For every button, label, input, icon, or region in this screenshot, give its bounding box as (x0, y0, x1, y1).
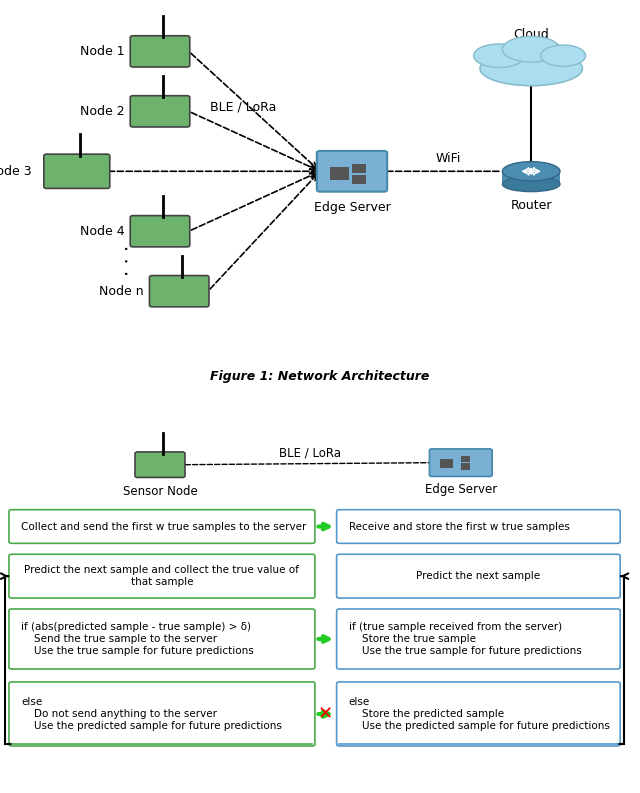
Text: ✕: ✕ (318, 705, 333, 723)
Text: if (true sample received from the server)
    Store the true sample
    Use the : if (true sample received from the server… (349, 623, 582, 656)
Ellipse shape (502, 36, 560, 62)
Text: Collect and send the first w true samples to the server: Collect and send the first w true sample… (21, 522, 307, 531)
Text: Cloud: Cloud (513, 28, 549, 40)
Text: else
    Store the predicted sample
    Use the predicted sample for future pred: else Store the predicted sample Use the … (349, 697, 610, 730)
Ellipse shape (541, 45, 586, 67)
Text: if (abs(predicted sample - true sample) > δ)
    Send the true sample to the ser: if (abs(predicted sample - true sample) … (21, 623, 254, 656)
FancyBboxPatch shape (150, 275, 209, 307)
FancyBboxPatch shape (9, 554, 315, 598)
FancyBboxPatch shape (131, 216, 189, 247)
Bar (352, 164, 366, 174)
Text: Edge Server: Edge Server (314, 201, 390, 214)
Text: Figure 1: Network Architecture: Figure 1: Network Architecture (211, 370, 429, 383)
FancyBboxPatch shape (337, 682, 620, 746)
Bar (330, 167, 349, 180)
Ellipse shape (502, 162, 560, 181)
Ellipse shape (480, 52, 582, 86)
FancyBboxPatch shape (337, 510, 620, 543)
Text: Edge Server: Edge Server (425, 483, 497, 496)
Text: Node n: Node n (99, 285, 144, 297)
FancyBboxPatch shape (9, 510, 315, 543)
FancyBboxPatch shape (9, 609, 315, 669)
Text: WiFi: WiFi (435, 152, 461, 165)
Text: Sensor Node: Sensor Node (123, 485, 197, 498)
Text: ⋅ ⋅ ⋅: ⋅ ⋅ ⋅ (118, 244, 138, 275)
FancyBboxPatch shape (131, 96, 189, 127)
Text: Predict the next sample: Predict the next sample (417, 571, 540, 581)
Text: BLE / LoRa: BLE / LoRa (280, 446, 341, 460)
Text: Node 1: Node 1 (80, 45, 125, 58)
Text: Receive and store the first w true samples: Receive and store the first w true sampl… (349, 522, 570, 531)
Text: Node 2: Node 2 (80, 105, 125, 118)
Text: Node 3: Node 3 (0, 165, 32, 178)
Ellipse shape (502, 177, 560, 192)
Bar (440, 459, 453, 468)
FancyBboxPatch shape (44, 154, 110, 189)
Bar (502, 171, 560, 184)
Text: Router: Router (511, 199, 552, 212)
Bar (461, 456, 470, 462)
FancyBboxPatch shape (9, 682, 315, 746)
FancyBboxPatch shape (429, 449, 492, 477)
Text: BLE / LoRa: BLE / LoRa (210, 101, 276, 113)
Text: Node 4: Node 4 (80, 224, 125, 238)
Bar (352, 174, 366, 184)
FancyBboxPatch shape (337, 554, 620, 598)
Ellipse shape (474, 44, 525, 67)
FancyBboxPatch shape (131, 36, 189, 67)
Text: Predict the next sample and collect the true value of
that sample: Predict the next sample and collect the … (24, 565, 300, 587)
FancyBboxPatch shape (317, 151, 387, 192)
Bar (461, 463, 470, 469)
FancyBboxPatch shape (135, 452, 185, 477)
Text: else
    Do not send anything to the server
    Use the predicted sample for fut: else Do not send anything to the server … (21, 697, 282, 730)
FancyBboxPatch shape (337, 609, 620, 669)
